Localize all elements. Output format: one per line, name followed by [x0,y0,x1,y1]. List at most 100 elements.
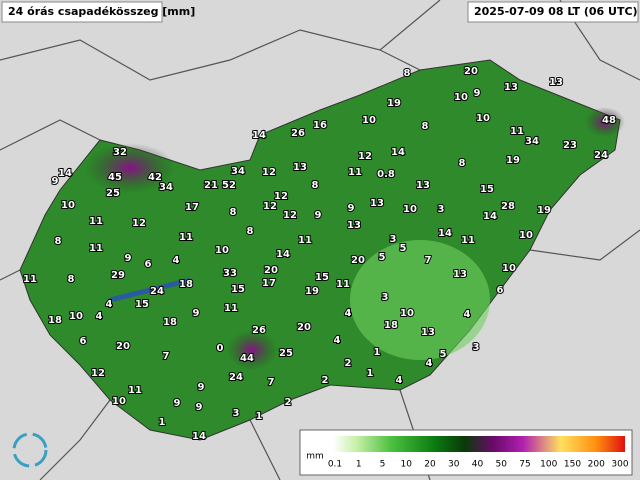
station-value: 24 [594,150,608,161]
station-value: 13 [453,269,467,280]
legend-label: 200 [588,460,605,470]
legend-label: 5 [380,460,386,470]
station-value: 8 [55,236,62,247]
country [19,59,621,441]
station-value: 8 [422,121,429,132]
station-value: 25 [279,348,293,359]
station-value: 28 [501,201,515,212]
station-value: 9 [196,402,203,413]
station-value: 20 [464,66,478,77]
station-value: 19 [537,205,551,216]
station-value: 14 [438,228,452,239]
station-value: 8 [312,180,319,191]
station-value: 12 [274,191,288,202]
station-value: 8 [459,158,466,169]
station-value: 3 [233,408,240,419]
station-value: 9 [198,382,205,393]
station-value: 10 [454,92,468,103]
station-value: 18 [384,320,398,331]
title-box [1,1,163,23]
station-value: 26 [291,128,305,139]
station-value: 0 [217,343,224,354]
station-value: 2 [345,358,352,369]
legend-label: 75 [519,460,530,470]
station-value: 7 [268,377,275,388]
station-value: 12 [283,210,297,221]
station-value: 15 [315,272,329,283]
legend-label: 1 [356,460,362,470]
station-value: 13 [421,327,435,338]
legend-label: 10 [401,460,413,470]
station-value: 5 [400,243,407,254]
station-value: 7 [425,255,432,266]
station-value: 11 [298,235,312,246]
station-value: 10 [400,308,414,319]
station-value: 21 [204,180,218,191]
station-value: 6 [145,259,152,270]
station-value: 4 [345,308,352,319]
station-value: 13 [293,162,307,173]
logo [12,432,48,468]
station-value: 15 [480,184,494,195]
station-value: 1 [159,417,166,428]
legend-label: 150 [564,460,581,470]
station-value: 4 [106,299,113,310]
station-value: 13 [504,82,518,93]
station-value: 6 [497,285,504,296]
station-value: 20 [297,322,311,333]
station-value: 52 [222,180,236,191]
station-value: 10 [61,200,75,211]
station-value: 4 [426,358,433,369]
time-box [467,1,639,23]
station-value: 48 [602,115,616,126]
station-value: 3 [390,234,397,245]
legend-label: 0.1 [328,460,342,470]
station-value: 4 [396,375,403,386]
station-value: 24 [150,286,164,297]
station-value: 19 [305,286,319,297]
station-value: 7 [163,351,170,362]
station-value: 12 [132,218,146,229]
station-value: 34 [231,166,245,177]
station-value: 15 [231,284,245,295]
station-value: 44 [240,353,254,364]
station-value: 2 [285,397,292,408]
station-value: 20 [264,265,278,276]
station-value: 14 [58,168,72,179]
legend-unit: mm [306,452,324,462]
station-value: 13 [370,198,384,209]
station-value: 11 [510,126,524,137]
heavy-area [227,330,277,370]
station-value: 12 [263,201,277,212]
station-value: 11 [336,279,350,290]
station-value: 12 [262,167,276,178]
station-value: 8 [404,68,411,79]
station-value: 10 [403,204,417,215]
station-value: 1 [374,347,381,358]
station-value: 14 [276,249,290,260]
station-value: 15 [135,299,149,310]
station-value: 9 [193,308,200,319]
lake [109,277,191,303]
station-value: 11 [89,243,103,254]
station-value: 11 [224,303,238,314]
station-value: 14 [483,211,497,222]
station-value: 13 [549,77,563,88]
station-value: 23 [563,140,577,151]
station-value: 18 [48,315,62,326]
station-value: 4 [464,309,471,320]
station-value: 16 [313,120,327,131]
station-value: 6 [80,336,87,347]
timestamp: 2025-07-09 08 LT (06 UTC) [474,5,638,18]
station-value: 3 [473,342,480,353]
station-value: 10 [112,396,126,407]
station-value: 20 [351,255,365,266]
station-value: 9 [474,88,481,99]
station-value: 18 [179,279,193,290]
station-value: 24 [229,372,243,383]
station-value: 10 [502,263,516,274]
station-value: 34 [159,182,173,193]
station-value: 11 [179,232,193,243]
